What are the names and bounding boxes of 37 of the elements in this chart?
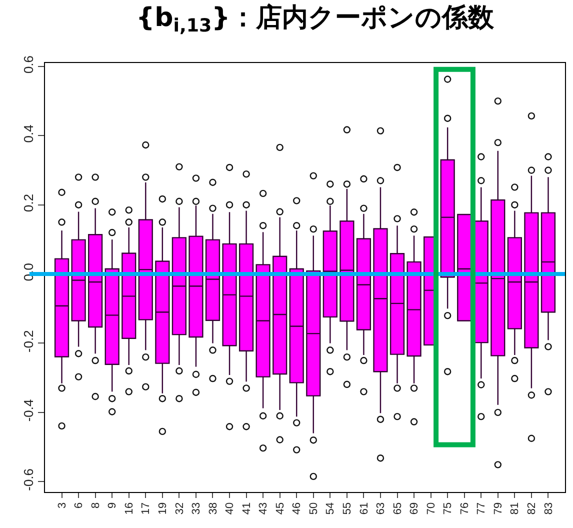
x-tick-label: 76 <box>458 502 471 515</box>
x-tick-label: 40 <box>224 502 236 515</box>
y-tick-label: -0.2 <box>20 330 36 352</box>
y-tick-label: 0.6 <box>20 55 36 74</box>
x-tick-label: 6 <box>73 502 86 509</box>
x-tick-label: 45 <box>274 502 286 515</box>
chart-title: {b$_{i,13}$}：店内クーポンの係数 <box>136 3 496 37</box>
x-tick-label: 33 <box>190 502 203 515</box>
y-tick-label: 0.2 <box>20 194 36 212</box>
x-tick-label: 63 <box>375 502 388 515</box>
x-tick-label: 41 <box>240 502 253 515</box>
x-tick-label: 32 <box>174 502 186 515</box>
x-tick-label: 46 <box>291 502 304 515</box>
x-tick-label: 16 <box>123 502 136 515</box>
x-tick-label: 70 <box>425 502 438 515</box>
y-tick-label: -0.6 <box>20 468 36 491</box>
x-tick-label: 61 <box>358 502 370 515</box>
y-tick-label: 0.4 <box>20 124 36 143</box>
x-tick-label: 8 <box>90 502 102 509</box>
x-tick-label: 43 <box>258 502 270 515</box>
x-tick-label: 65 <box>392 502 404 515</box>
x-tick-label: 17 <box>140 502 152 515</box>
x-tick-label: 81 <box>509 502 522 515</box>
x-tick-label: 79 <box>492 502 504 515</box>
x-tick-label: 3 <box>56 502 68 509</box>
x-tick-label: 38 <box>207 502 220 515</box>
x-tick-label: 19 <box>156 502 169 515</box>
x-tick-label: 54 <box>324 502 337 515</box>
x-tick-label: 83 <box>542 502 555 515</box>
y-tick-label: -0.4 <box>20 399 36 422</box>
x-tick-label: 75 <box>442 502 454 515</box>
x-tick-label: 50 <box>308 502 320 515</box>
x-tick-label: 77 <box>476 502 488 515</box>
x-tick-label: 9 <box>106 502 119 509</box>
x-tick-label: 82 <box>526 502 538 515</box>
x-tick-label: 69 <box>408 502 421 515</box>
x-tick-label: 55 <box>342 502 354 515</box>
